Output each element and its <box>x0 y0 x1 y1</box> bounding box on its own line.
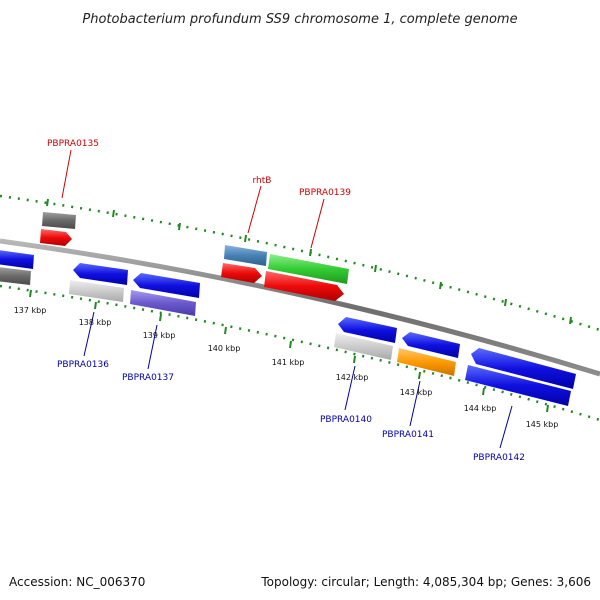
gene-feature-pbpra0139-green[interactable] <box>268 254 349 284</box>
gene-feature-rhtb-steel[interactable] <box>224 245 267 266</box>
scale-label-143: 143 kbp <box>400 388 433 397</box>
reverse-strand-features <box>0 250 576 406</box>
scale-label-140: 140 kbp <box>208 344 241 353</box>
gene-label-pbpra0141[interactable]: PBPRA0141 <box>382 430 434 440</box>
gene-feature-pbpra0135[interactable] <box>40 229 72 246</box>
scale-label-145: 145 kbp <box>526 420 559 429</box>
gene-feature-rhtb[interactable] <box>221 263 262 283</box>
accession-text: Accession: NC_006370 <box>9 575 145 589</box>
gene-label-pbpra0139[interactable]: PBPRA0139 <box>299 188 351 198</box>
inner-major-ticks <box>29 289 549 413</box>
outer-major-ticks <box>46 198 572 325</box>
gene-label-pbpra0136[interactable]: PBPRA0136 <box>57 360 109 370</box>
gene-label-pbpra0137[interactable]: PBPRA0137 <box>122 373 174 383</box>
gene-label-pbpra0142[interactable]: PBPRA0142 <box>473 453 525 463</box>
label-connectors <box>61 149 513 449</box>
gene-feature-pbpra0136[interactable] <box>69 280 124 302</box>
gene-labels-top: PBPRA0135 rhtB PBPRA0139 <box>47 139 351 198</box>
gene-feature-pbpra0140-blue[interactable] <box>338 317 397 343</box>
gene-feature-pbpra0136-blue[interactable] <box>73 263 128 285</box>
gene-feature-pbpra0137-blue[interactable] <box>133 273 200 298</box>
scale-label-138: 138 kbp <box>79 318 112 327</box>
inner-tick-ring <box>0 284 600 422</box>
gene-label-pbpra0140[interactable]: PBPRA0140 <box>320 415 372 425</box>
scale-label-144: 144 kbp <box>464 404 497 413</box>
map-title: Photobacterium profundum SS9 chromosome … <box>82 12 517 27</box>
gene-feature-pbpra0142-upper[interactable] <box>471 348 576 389</box>
gene-feature-pbpra0139[interactable] <box>264 271 344 301</box>
genome-backbone <box>0 238 600 377</box>
gene-feature-left-gray[interactable] <box>0 267 31 285</box>
gene-feature-pbpra0141[interactable] <box>397 348 456 376</box>
gene-feature-gray[interactable] <box>42 212 76 229</box>
scale-label-141: 141 kbp <box>272 358 305 367</box>
gene-feature-left-blue[interactable] <box>0 250 34 269</box>
gene-label-rhtb[interactable]: rhtB <box>253 176 272 186</box>
gene-label-pbpra0135[interactable]: PBPRA0135 <box>47 139 99 149</box>
gene-feature-pbpra0142[interactable] <box>465 365 571 406</box>
forward-strand-features <box>40 212 349 301</box>
gene-labels-bottom: PBPRA0136 PBPRA0137 PBPRA0140 PBPRA0141 … <box>57 360 525 463</box>
genome-summary-text: Topology: circular; Length: 4,085,304 bp… <box>260 575 591 589</box>
gene-feature-pbpra0140[interactable] <box>334 333 393 360</box>
scale-label-139: 139 kbp <box>143 331 176 340</box>
gene-feature-pbpra0141-blue[interactable] <box>402 332 460 358</box>
scale-label-137: 137 kbp <box>14 306 47 315</box>
gene-feature-pbpra0137[interactable] <box>130 290 196 316</box>
